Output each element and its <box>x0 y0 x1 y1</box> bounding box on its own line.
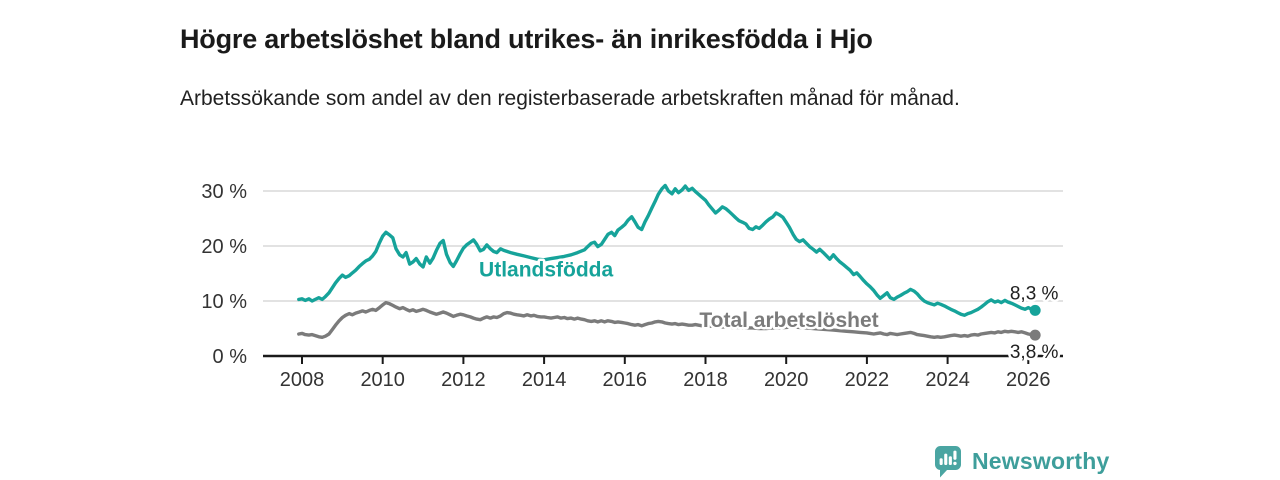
chart-subtitle: Arbetssökande som andel av den registerb… <box>180 87 960 110</box>
series-label: Utlandsfödda <box>479 258 613 281</box>
x-axis-tick-label: 2008 <box>280 369 325 391</box>
y-axis-tick-label: 10 % <box>201 291 247 313</box>
x-axis-tick-label: 2012 <box>441 369 486 391</box>
series-end-value-label: 3,8 % <box>1010 342 1059 363</box>
newsworthy-logo-text: Newsworthy <box>972 447 1110 474</box>
x-axis-tick-label: 2020 <box>764 369 809 391</box>
x-axis-tick-label: 2026 <box>1006 369 1051 391</box>
y-axis-tick-label: 0 % <box>213 346 248 368</box>
x-axis-tick-label: 2024 <box>925 369 970 391</box>
newsworthy-logo: Newsworthy <box>933 444 1109 478</box>
chart-title: Högre arbetslöshet bland utrikes- än inr… <box>180 24 873 55</box>
bar-chart-speech-bubble-icon <box>935 446 961 478</box>
series-end-value-label: 8,3 % <box>1010 283 1059 304</box>
series-line-utlandsf-dda <box>297 183 1037 317</box>
series-end-dot-utlandsf-dda <box>1029 304 1041 316</box>
y-axis-tick-label: 20 % <box>201 236 247 258</box>
series-label: Total arbetslöshet <box>699 309 878 332</box>
y-axis-tick-label: 30 % <box>201 181 247 203</box>
x-axis-tick-label: 2022 <box>845 369 890 391</box>
x-axis-tick-label: 2018 <box>683 369 728 391</box>
series-end-dot-total-arbetsl-shet <box>1029 329 1041 341</box>
x-axis-tick-label: 2014 <box>522 369 567 391</box>
x-axis-tick-label: 2010 <box>360 369 405 391</box>
x-axis-tick-label: 2016 <box>603 369 648 391</box>
series-line-total-arbetsl-shet <box>297 300 1037 339</box>
